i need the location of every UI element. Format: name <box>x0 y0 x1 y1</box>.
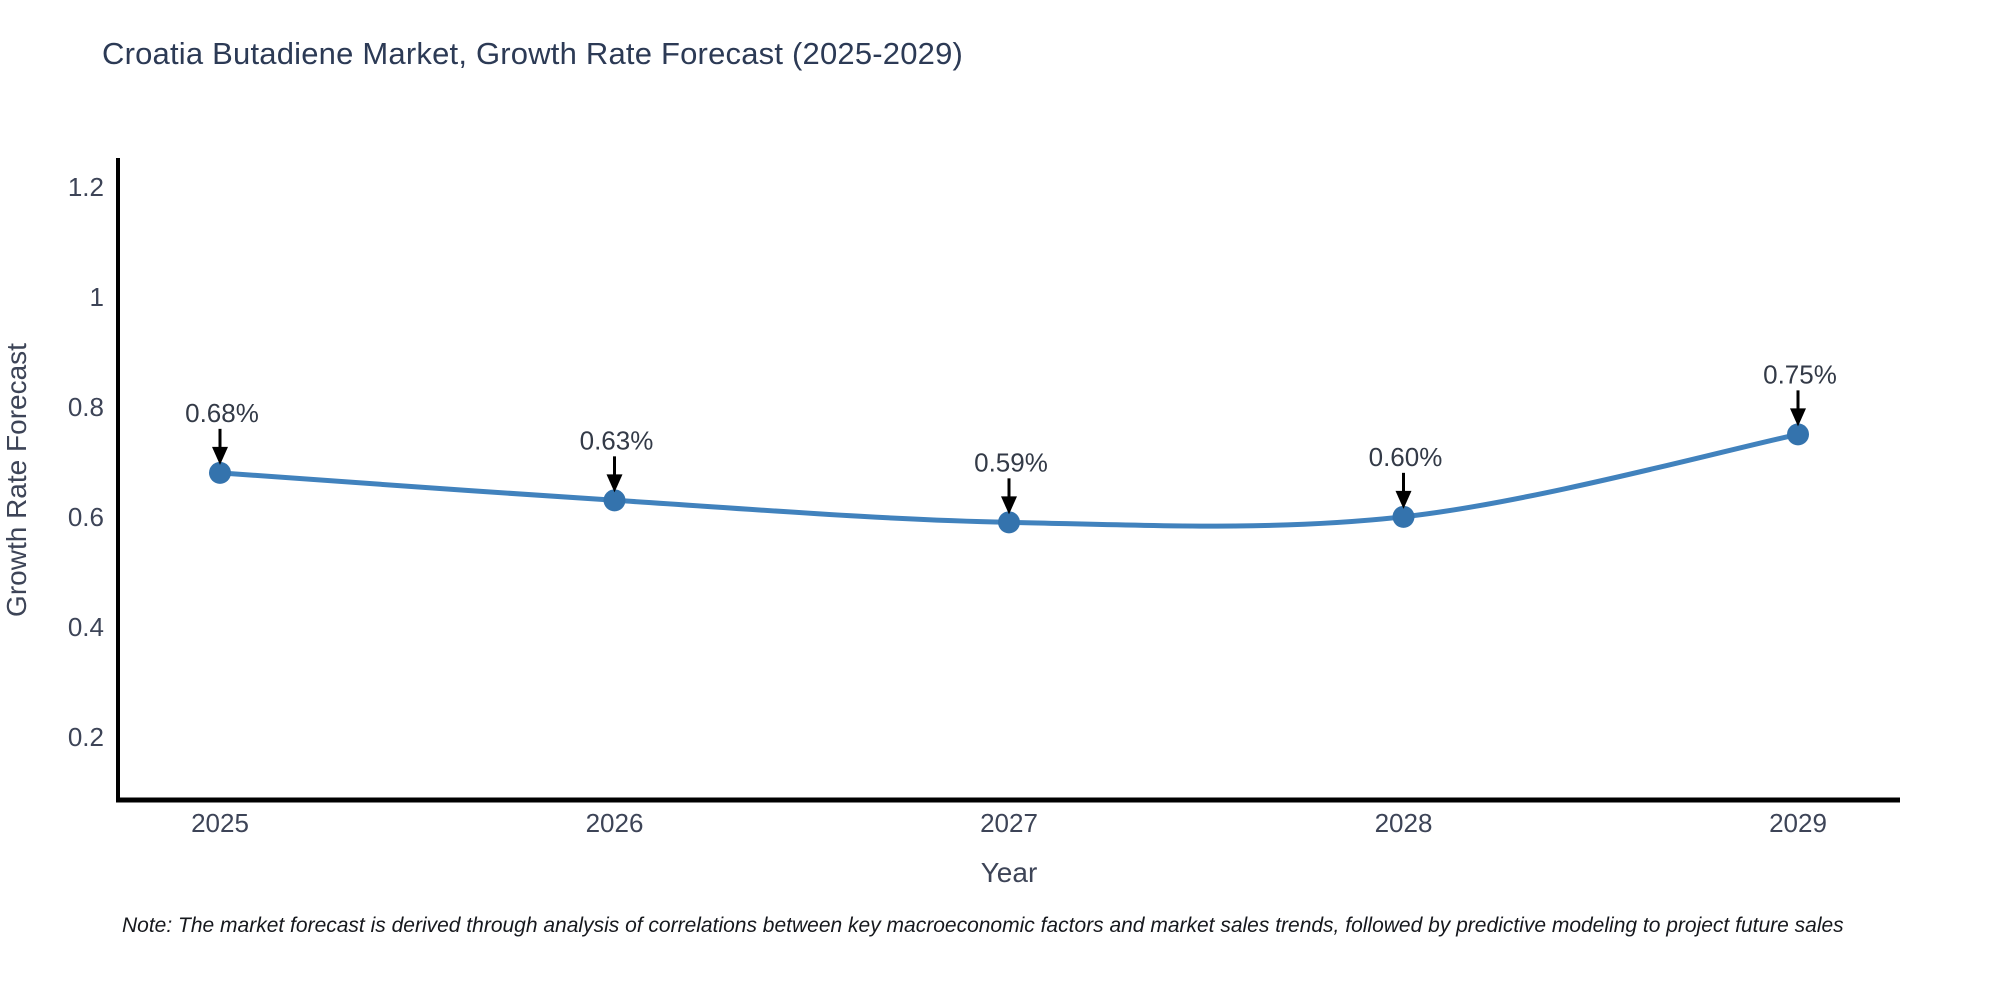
x-tick-label: 2029 <box>1769 808 1827 838</box>
y-tick-label: 1 <box>90 282 104 312</box>
data-point-marker <box>209 461 231 484</box>
x-tick-label: 2025 <box>191 808 249 838</box>
footnote: Note: The market forecast is derived thr… <box>122 914 1844 937</box>
y-axis-title: Growth Rate Forecast <box>1 343 32 617</box>
data-point-marker <box>1392 505 1415 528</box>
x-tick-label: 2026 <box>586 808 644 838</box>
x-tick-label: 2028 <box>1375 808 1433 838</box>
chart-title: Croatia Butadiene Market, Growth Rate Fo… <box>102 36 964 71</box>
y-tick-label: 0.2 <box>68 722 104 752</box>
data-point-label: 0.75% <box>1763 359 1837 389</box>
data-point-label: 0.68% <box>185 398 259 428</box>
y-axis-ticks: 0.2 0.4 0.6 0.8 1 1.2 <box>68 172 104 752</box>
data-point-label: 0.59% <box>974 447 1048 477</box>
data-point-marker <box>603 489 626 512</box>
x-axis-title: Year <box>981 857 1038 888</box>
x-axis-ticks: 2025 2026 2027 2028 2029 <box>191 808 1827 838</box>
data-point-label: 0.60% <box>1369 442 1443 472</box>
annotation-arrow-head <box>212 446 228 465</box>
y-tick-label: 0.8 <box>68 392 104 422</box>
annotations: 0.68% 0.63% 0.59% 0.60% 0.75% <box>185 359 1837 515</box>
series-markers <box>209 423 1809 534</box>
y-tick-label: 0.4 <box>68 612 104 642</box>
data-point-marker <box>1787 423 1809 446</box>
annotation-arrow-head <box>1001 496 1017 515</box>
annotation-arrow-head <box>1790 408 1806 427</box>
data-point-marker <box>998 511 1020 534</box>
data-point-label: 0.63% <box>580 425 654 455</box>
y-tick-label: 1.2 <box>68 172 104 202</box>
x-tick-label: 2027 <box>980 808 1038 838</box>
annotation-arrow-head <box>606 474 623 493</box>
annotation-arrow-head <box>1395 490 1412 509</box>
y-tick-label: 0.6 <box>68 502 104 532</box>
